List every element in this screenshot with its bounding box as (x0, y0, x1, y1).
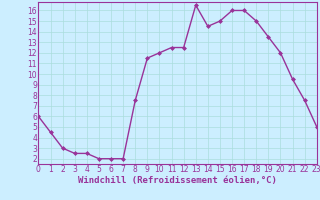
X-axis label: Windchill (Refroidissement éolien,°C): Windchill (Refroidissement éolien,°C) (78, 176, 277, 185)
